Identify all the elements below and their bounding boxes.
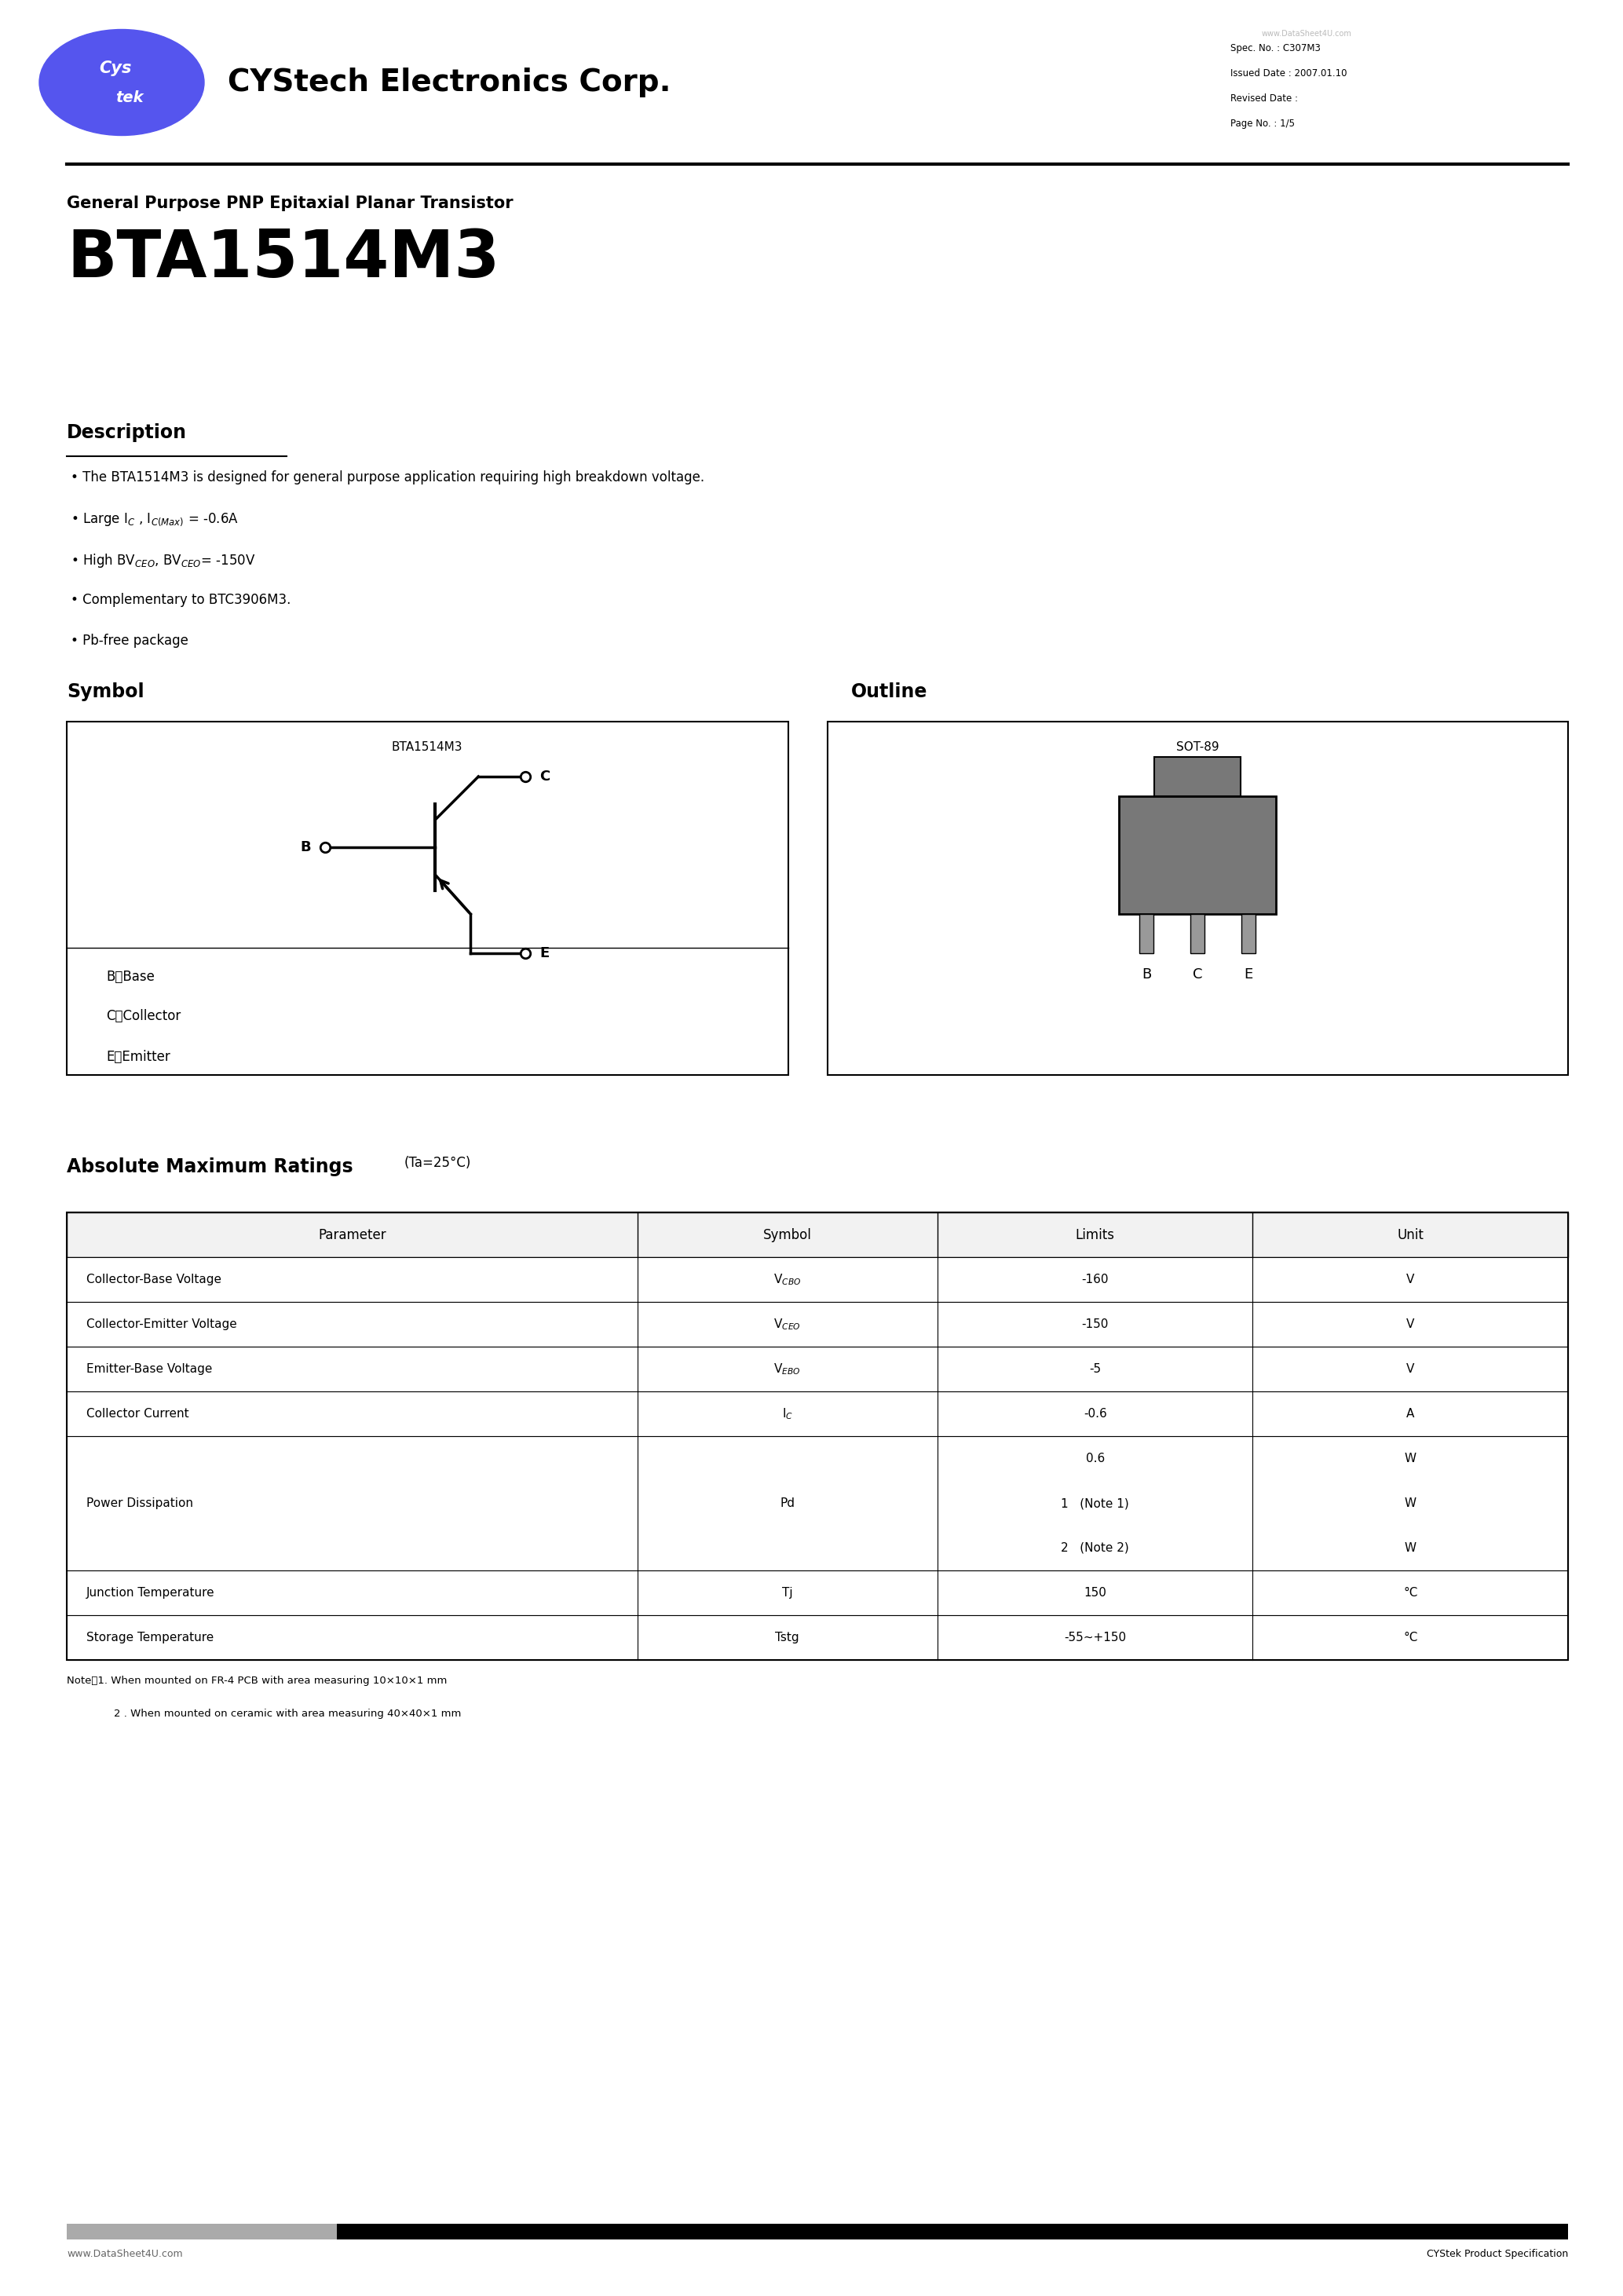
Text: -0.6: -0.6 xyxy=(1084,1407,1107,1419)
Text: www.DataSheet4U.com: www.DataSheet4U.com xyxy=(1261,30,1352,37)
Text: Tj: Tj xyxy=(782,1587,792,1598)
Bar xyxy=(67,1570,1568,1614)
Bar xyxy=(67,1391,1568,1437)
Bar xyxy=(828,721,1568,1075)
Text: 2   (Note 2): 2 (Note 2) xyxy=(1061,1543,1130,1554)
Text: Limits: Limits xyxy=(1076,1228,1115,1242)
Text: V$_{EBO}$: V$_{EBO}$ xyxy=(774,1362,800,1375)
Text: V$_{CEO}$: V$_{CEO}$ xyxy=(774,1318,802,1332)
Text: C: C xyxy=(539,769,550,783)
Bar xyxy=(67,1614,1568,1660)
Text: B：Base: B：Base xyxy=(105,969,154,985)
Text: Pd: Pd xyxy=(781,1497,795,1508)
Text: -55~+150: -55~+150 xyxy=(1065,1632,1126,1644)
Text: • High BV$_{CEO}$, BV$_{CEO}$= -150V: • High BV$_{CEO}$, BV$_{CEO}$= -150V xyxy=(71,551,255,569)
Text: 150: 150 xyxy=(1084,1587,1107,1598)
Text: Symbol: Symbol xyxy=(67,682,144,700)
Text: Collector-Base Voltage: Collector-Base Voltage xyxy=(86,1274,221,1286)
Text: A: A xyxy=(1406,1407,1415,1419)
Text: Symbol: Symbol xyxy=(763,1228,812,1242)
Bar xyxy=(67,1348,1568,1391)
Text: E: E xyxy=(539,946,549,960)
Text: Collector Current: Collector Current xyxy=(86,1407,188,1419)
Text: Tstg: Tstg xyxy=(776,1632,800,1644)
Text: B: B xyxy=(300,840,312,854)
Text: -5: -5 xyxy=(1089,1364,1100,1375)
Text: V: V xyxy=(1406,1274,1415,1286)
Text: 0.6: 0.6 xyxy=(1086,1453,1105,1465)
Bar xyxy=(67,1437,1568,1570)
Bar xyxy=(1120,797,1276,914)
Text: Page No. : 1/5: Page No. : 1/5 xyxy=(1230,119,1295,129)
Text: • The BTA1514M3 is designed for general purpose application requiring high break: • The BTA1514M3 is designed for general … xyxy=(71,471,704,484)
Bar xyxy=(67,1258,1568,1302)
Bar xyxy=(67,1212,1568,1660)
Text: Outline: Outline xyxy=(850,682,927,700)
Text: Revised Date :: Revised Date : xyxy=(1230,94,1298,103)
Text: 2 . When mounted on ceramic with area measuring 40×40×1 mm: 2 . When mounted on ceramic with area me… xyxy=(114,1708,461,1720)
Text: Spec. No. : C307M3: Spec. No. : C307M3 xyxy=(1230,44,1321,53)
Text: • Large I$_C$ , I$_{C( Max)}$ = -0.6A: • Large I$_C$ , I$_{C( Max)}$ = -0.6A xyxy=(71,512,239,528)
Text: Collector-Emitter Voltage: Collector-Emitter Voltage xyxy=(86,1318,237,1329)
Text: Absolute Maximum Ratings: Absolute Maximum Ratings xyxy=(67,1157,354,1176)
Text: • Pb-free package: • Pb-free package xyxy=(71,634,188,647)
Text: General Purpose PNP Epitaxial Planar Transistor: General Purpose PNP Epitaxial Planar Tra… xyxy=(67,195,513,211)
Text: V$_{CBO}$: V$_{CBO}$ xyxy=(774,1272,802,1286)
Text: -160: -160 xyxy=(1081,1274,1109,1286)
Text: Cys: Cys xyxy=(99,60,131,76)
Text: W: W xyxy=(1404,1543,1417,1554)
Bar xyxy=(67,2225,338,2239)
Text: E: E xyxy=(1245,967,1253,980)
Bar xyxy=(1154,758,1242,797)
Text: Description: Description xyxy=(67,422,187,443)
Text: C：Collector: C：Collector xyxy=(105,1008,180,1024)
Bar xyxy=(67,721,787,1075)
Text: Parameter: Parameter xyxy=(318,1228,386,1242)
Text: Issued Date : 2007.01.10: Issued Date : 2007.01.10 xyxy=(1230,69,1347,78)
Text: SOT-89: SOT-89 xyxy=(1177,742,1219,753)
Text: Emitter-Base Voltage: Emitter-Base Voltage xyxy=(86,1364,213,1375)
Text: V: V xyxy=(1406,1318,1415,1329)
Text: I$_C$: I$_C$ xyxy=(782,1407,794,1421)
Text: °C: °C xyxy=(1404,1632,1417,1644)
Text: Note：1. When mounted on FR-4 PCB with area measuring 10×10×1 mm: Note：1. When mounted on FR-4 PCB with ar… xyxy=(67,1676,446,1685)
Text: °C: °C xyxy=(1404,1587,1417,1598)
Text: V: V xyxy=(1406,1364,1415,1375)
Text: (Ta=25°C): (Ta=25°C) xyxy=(404,1155,471,1171)
Text: CYStech Electronics Corp.: CYStech Electronics Corp. xyxy=(227,67,670,96)
Bar xyxy=(1139,914,1154,953)
Text: W: W xyxy=(1404,1453,1417,1465)
Text: E：Emitter: E：Emitter xyxy=(105,1049,170,1063)
Bar xyxy=(1242,914,1256,953)
Text: • Complementary to BTC3906M3.: • Complementary to BTC3906M3. xyxy=(71,592,291,606)
Text: -150: -150 xyxy=(1081,1318,1109,1329)
Text: C: C xyxy=(1193,967,1203,980)
Bar xyxy=(338,2225,1568,2239)
Text: tek: tek xyxy=(115,92,143,106)
Text: Junction Temperature: Junction Temperature xyxy=(86,1587,214,1598)
Text: BTA1514M3: BTA1514M3 xyxy=(391,742,463,753)
Text: BTA1514M3: BTA1514M3 xyxy=(67,227,500,292)
Bar xyxy=(67,1302,1568,1348)
Text: Unit: Unit xyxy=(1397,1228,1423,1242)
Text: B: B xyxy=(1141,967,1151,980)
Text: W: W xyxy=(1404,1497,1417,1508)
Ellipse shape xyxy=(39,30,204,135)
Text: CYStek Product Specification: CYStek Product Specification xyxy=(1427,2248,1568,2259)
Text: Storage Temperature: Storage Temperature xyxy=(86,1632,214,1644)
Bar xyxy=(67,1212,1568,1258)
Text: 1   (Note 1): 1 (Note 1) xyxy=(1061,1497,1130,1508)
Text: www.DataSheet4U.com: www.DataSheet4U.com xyxy=(67,2248,183,2259)
Bar xyxy=(1191,914,1204,953)
Text: Power Dissipation: Power Dissipation xyxy=(86,1497,193,1508)
